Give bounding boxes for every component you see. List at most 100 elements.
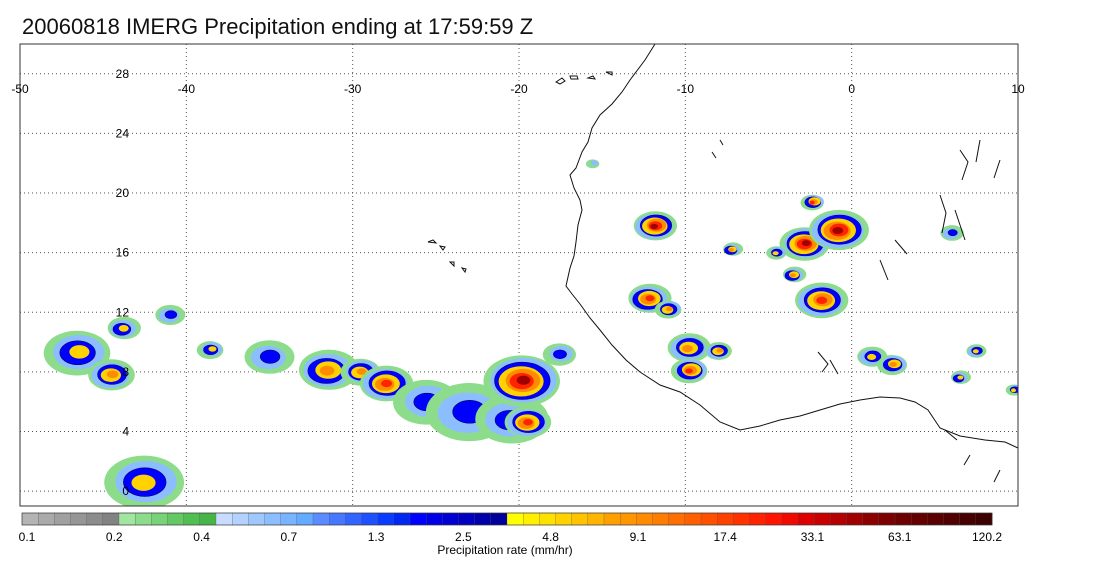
precip-contour (69, 345, 90, 359)
colorbar-swatch (797, 512, 815, 526)
colorbar-swatch (862, 512, 880, 526)
colorbar-tick-label: 0.1 (18, 530, 36, 544)
colorbar-swatch (684, 512, 702, 526)
precip-contour (1010, 388, 1016, 393)
precip-contour (947, 229, 958, 237)
colorbar-swatch (118, 512, 136, 526)
storm-cell (667, 333, 711, 363)
colorbar-swatch (329, 512, 346, 526)
colorbar-swatch (490, 512, 508, 526)
colorbar-swatch (86, 512, 104, 526)
lat-tick-label: 0 (122, 484, 129, 498)
precip-contour (106, 370, 119, 379)
colorbar-swatch (846, 512, 864, 526)
precip-contour (666, 306, 673, 312)
colorbar-swatch (248, 512, 265, 526)
colorbar-swatch (894, 512, 912, 526)
colorbar-swatch (700, 512, 718, 526)
precip-contour (645, 295, 655, 302)
colorbar-swatch (474, 512, 492, 526)
precip-contour (889, 361, 897, 367)
colorbar-swatch (215, 512, 233, 526)
colorbar-tick-label: 0.2 (105, 530, 123, 544)
coastline (427, 44, 1018, 483)
precip-contour (789, 273, 796, 278)
storm-cell (196, 341, 224, 360)
storm-cell (723, 242, 744, 256)
colorbar-tick-label: 2.5 (455, 530, 472, 544)
precip-contour (319, 365, 335, 376)
colorbar-tick-label: 0.7 (280, 530, 298, 544)
storm-cell (940, 225, 964, 241)
colorbar-swatch (636, 512, 653, 526)
lon-tick-labels: -50 -40 -30 -20 -10 0 10 (11, 82, 1025, 96)
precip-contour (356, 368, 367, 375)
lon-tick-label: -20 (510, 82, 528, 96)
storm-cell (155, 304, 186, 325)
colorbar-swatch (151, 512, 168, 526)
storm-cell (795, 282, 849, 319)
lon-tick-label: -30 (344, 82, 362, 96)
storm-cell (359, 365, 414, 402)
colorbar-tick-label: 1.3 (367, 530, 385, 544)
colorbar-swatch (21, 512, 39, 526)
precip-contour (728, 247, 734, 252)
colorbar-swatch (361, 512, 379, 526)
colorbar-swatch (733, 512, 750, 526)
precip-contour (259, 349, 281, 364)
storm-cell (705, 342, 732, 360)
precip-contour (716, 348, 724, 353)
colorbar-swatch (571, 512, 589, 526)
colorbar-swatch (312, 512, 330, 526)
lat-tick-label: 24 (116, 126, 130, 140)
storm-cell (244, 340, 295, 374)
precip-contour (809, 200, 815, 205)
colorbar-tick-label: 4.8 (542, 530, 559, 544)
precip-contour (957, 375, 964, 380)
inland-lakes (711, 139, 1001, 483)
lat-tick-label: 12 (116, 305, 130, 319)
storm-cell (43, 330, 111, 376)
storm-cell (107, 316, 141, 340)
colorbar-swatch (232, 512, 249, 526)
colorbar-swatch (167, 512, 185, 526)
lon-tick-label: -10 (677, 82, 695, 96)
precip-contour (131, 474, 156, 491)
colorbar-swatch (280, 512, 298, 526)
colorbar-swatch (38, 512, 55, 526)
africa-coastline (565, 44, 1018, 449)
storm-cell (766, 246, 787, 260)
storm-cell (654, 300, 682, 319)
precip-contour (650, 223, 659, 230)
precip-contour (516, 375, 531, 385)
colorbar-swatch (717, 512, 734, 526)
precip-contour (685, 368, 693, 374)
storm-cell (966, 344, 987, 358)
colorbar-label: Precipitation rate (mm/hr) (437, 543, 573, 557)
map-title: 20060818 IMERG Precipitation ending at 1… (22, 14, 534, 39)
colorbar-swatch (135, 512, 152, 526)
precip-contour (682, 345, 693, 353)
storm-cell (88, 359, 135, 391)
colorbar-swatch (54, 512, 71, 526)
lon-tick-label: 0 (848, 82, 855, 96)
lon-tick-label: -50 (11, 82, 29, 96)
colorbar-tick-label: 33.1 (800, 530, 825, 544)
precip-contour (381, 379, 393, 388)
colorbar-swatch (749, 512, 767, 526)
precip-contour (816, 296, 828, 305)
storm-cell (877, 354, 908, 376)
storm-cell (783, 266, 807, 283)
lon-tick-label: 10 (1011, 82, 1025, 96)
colorbar-swatch (911, 512, 928, 526)
colorbar-swatch (345, 512, 362, 526)
storm-cell (1005, 384, 1018, 396)
colorbar-swatch (296, 512, 314, 526)
lat-tick-label: 4 (122, 424, 129, 438)
precip-contour (553, 349, 567, 359)
colorbar-swatch (539, 512, 556, 526)
colorbar-swatch (620, 512, 637, 526)
storm-cell (483, 355, 560, 407)
colorbar-swatch (975, 512, 993, 526)
